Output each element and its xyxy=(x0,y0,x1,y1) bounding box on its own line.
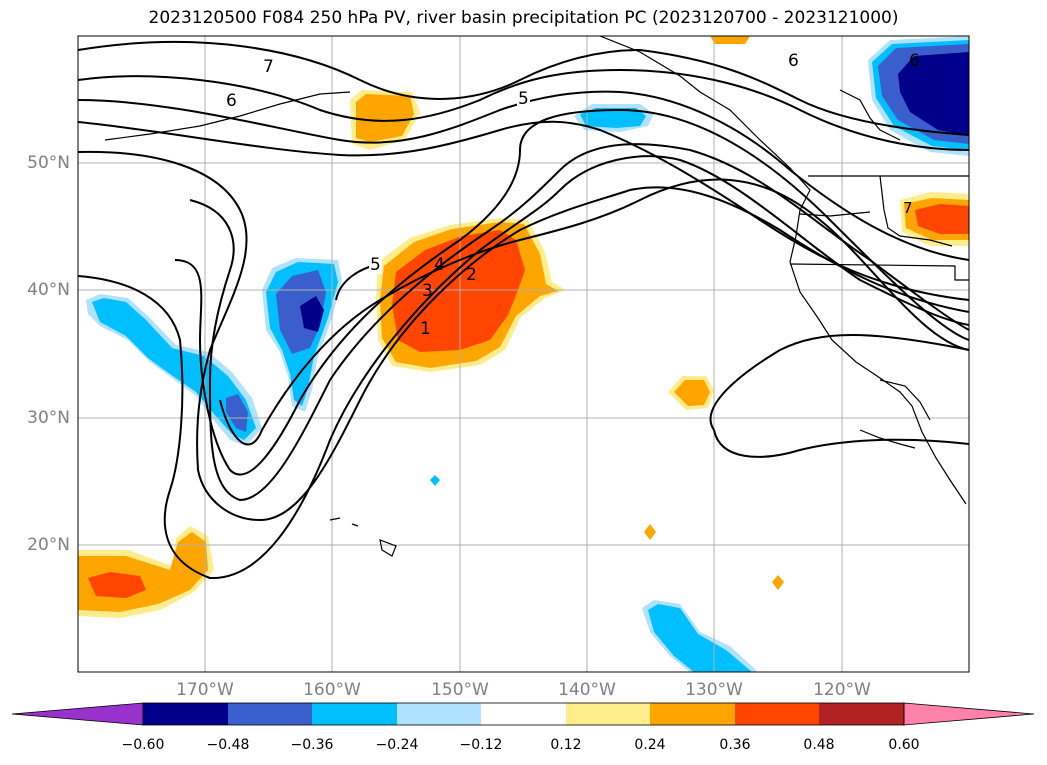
contour-label: 3 xyxy=(422,281,433,301)
lon-label-140w: 140°W xyxy=(558,680,616,700)
colorbar-tick: 0.24 xyxy=(634,737,666,753)
map-title: 2023120500 F084 250 hPa PV, river basin … xyxy=(148,8,899,28)
colorbar-segment xyxy=(143,703,228,725)
pv-contour-7 xyxy=(78,40,969,136)
contour-label: 4 xyxy=(434,255,445,275)
contour-label: 7 xyxy=(903,199,913,217)
pv-contour-trough-3 xyxy=(189,143,969,502)
lat-label-40n: 40°N xyxy=(27,280,70,300)
lon-label-150w: 150°W xyxy=(431,680,489,700)
lon-label-160w: 160°W xyxy=(303,680,361,700)
contour-label: 7 xyxy=(262,57,275,77)
contour-label: 6 xyxy=(909,51,920,71)
contour-label: 2 xyxy=(466,265,477,285)
colorbar-segment xyxy=(397,703,481,725)
colorbar-tick: 0.48 xyxy=(803,737,835,753)
lon-label-170w: 170°W xyxy=(176,680,234,700)
colorbar-tick: 0.12 xyxy=(550,737,582,753)
colorbar-tick: −0.48 xyxy=(206,737,250,753)
lat-label-30n: 30°N xyxy=(27,408,70,428)
pv-contour-5 xyxy=(78,90,969,261)
colorbar-tick: −0.36 xyxy=(290,737,334,753)
contour-label: 5 xyxy=(369,255,382,275)
gridlines xyxy=(78,36,969,672)
coastlines xyxy=(104,36,969,557)
colorbar-segment xyxy=(735,703,819,725)
pv-contour-1 xyxy=(219,178,969,446)
colorbar-extend-min xyxy=(11,702,144,726)
pv-contour-2b xyxy=(709,334,969,431)
colorbar-segment xyxy=(228,703,312,725)
lat-label-20n: 20°N xyxy=(27,535,70,555)
colorbar-tick: −0.60 xyxy=(121,737,165,753)
colorbar xyxy=(11,702,1035,726)
contour-label: 5 xyxy=(517,89,530,109)
colorbar-extend-max xyxy=(903,702,1035,726)
colorbar-segment xyxy=(566,703,650,725)
colorbar-segment xyxy=(650,703,735,725)
pv-contour-trough-2 xyxy=(78,155,969,580)
colorbar-tick: −0.12 xyxy=(459,737,503,753)
pv-contour-6 xyxy=(78,68,969,151)
contour-label: 1 xyxy=(420,319,431,339)
lat-label-50n: 50°N xyxy=(27,153,70,173)
pv-contour-2 xyxy=(713,429,969,458)
pv-contour-trough-4 xyxy=(174,108,969,476)
pv-contours xyxy=(78,40,969,580)
pv-contour-trough-1 xyxy=(78,150,969,522)
colorbar-segment xyxy=(312,703,397,725)
colorbar-tick: −0.24 xyxy=(375,737,419,753)
pv-contour-outer xyxy=(78,120,969,301)
colorbar-tick: 0.60 xyxy=(888,737,920,753)
contour-label: 6 xyxy=(788,51,799,71)
lon-label-130w: 130°W xyxy=(685,680,743,700)
colorbar-tick: 0.36 xyxy=(719,737,751,753)
colorbar-segment xyxy=(819,703,904,725)
map-frame xyxy=(77,35,970,673)
lon-label-120w: 120°W xyxy=(813,680,871,700)
contour-label: 6 xyxy=(225,91,238,111)
colorbar-segment xyxy=(481,703,566,725)
